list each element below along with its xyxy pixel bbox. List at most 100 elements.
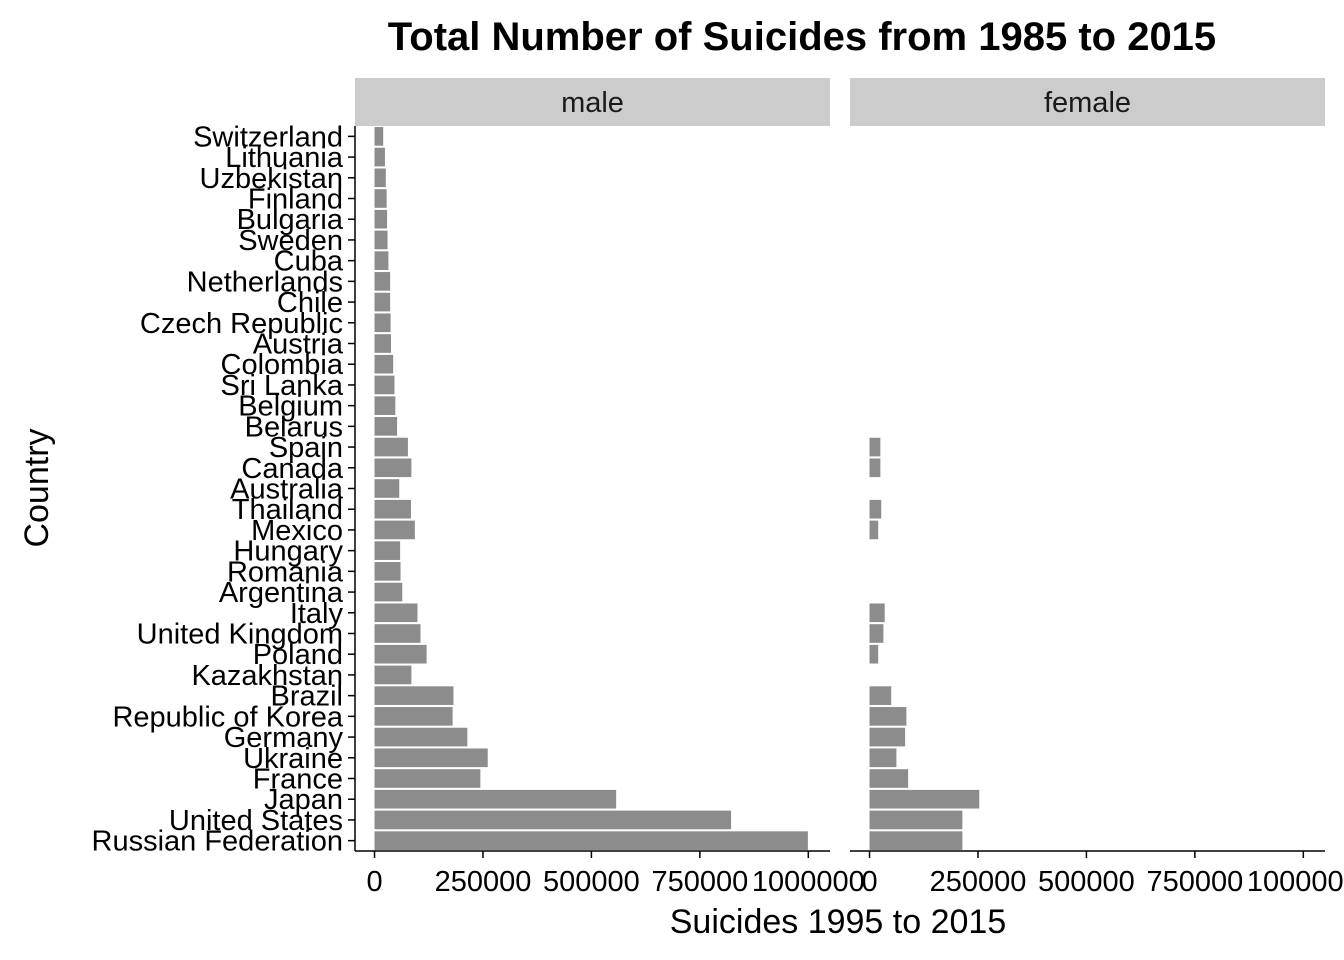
y-tick-label: Finland: [248, 184, 343, 216]
bar-female-republic-of-korea: [869, 707, 907, 726]
bar-male-france: [374, 769, 481, 788]
y-tick-label: Canada: [241, 453, 343, 485]
y-tick-label: Brazil: [270, 681, 343, 713]
facet-strip-label: male: [561, 87, 624, 119]
x-tick-label: 0: [861, 866, 877, 898]
y-tick-label: Belarus: [245, 411, 343, 443]
y-tick-label: Bulgaria: [237, 204, 344, 236]
bar-female-united-kingdom: [869, 624, 884, 643]
y-tick-label: Mexico: [251, 515, 343, 547]
x-tick-label: 250000: [930, 866, 1027, 898]
bar-male-germany: [374, 727, 468, 747]
bar-male-canada: [374, 458, 412, 478]
x-tick-label: 0: [366, 866, 382, 898]
bar-male-hungary: [374, 541, 401, 560]
y-tick-label: Russian Federation: [92, 826, 343, 858]
bar-male-poland: [374, 644, 427, 664]
bar-male-finland: [374, 189, 387, 208]
bar-male-japan: [374, 789, 617, 809]
bar-female-france: [869, 769, 909, 788]
y-tick-label: Poland: [253, 639, 343, 671]
y-tick-label: Republic of Korea: [112, 701, 343, 733]
bar-male-belgium: [374, 396, 396, 415]
x-tick-label: 750000: [651, 866, 748, 898]
bar-male-russian-federation: [374, 831, 808, 850]
facet-strip-male: [355, 78, 830, 126]
bar-male-chile: [374, 292, 391, 312]
y-tick-label: Czech Republic: [140, 308, 343, 340]
y-tick-label: Australia: [230, 474, 344, 506]
x-tick-label: 1000000: [752, 866, 865, 898]
y-tick-label: Japan: [264, 784, 343, 816]
y-axis: SwitzerlandLithuaniaUzbekistanFinlandBul…: [92, 121, 356, 858]
y-tick-label: Netherlands: [187, 266, 343, 298]
bar-male-brazil: [374, 686, 454, 705]
bar-female-germany: [869, 727, 906, 747]
y-tick-label: Kazakhstan: [191, 660, 343, 692]
bar-female-ukraine: [869, 748, 897, 768]
bar-female-japan: [869, 789, 980, 809]
bar-male-spain: [374, 437, 408, 457]
bar-male-united-states: [374, 810, 732, 830]
facet-panel-male: male 0 250000 500000 750000 1000000: [355, 78, 865, 898]
y-tick-label: Sri Lanka: [220, 370, 343, 402]
bar-male-belarus: [374, 417, 398, 436]
bar-male-united-kingdom: [374, 624, 421, 643]
y-tick-label: Lithuania: [225, 142, 344, 174]
x-tick-label: 750000: [1146, 866, 1243, 898]
bar-male-bulgaria: [374, 209, 388, 229]
bar-male-netherlands: [374, 272, 391, 291]
bar-female-united-states: [869, 810, 963, 830]
bar-male-czech-republic: [374, 313, 391, 333]
facet-strip-label: female: [1044, 87, 1131, 119]
y-tick-label: Italy: [290, 598, 344, 630]
bar-male-switzerland: [374, 127, 384, 146]
bar-male-lithuania: [374, 147, 385, 167]
bar-male-romania: [374, 562, 401, 581]
bar-male-italy: [374, 603, 418, 623]
bar-female-mexico: [869, 520, 879, 540]
bar-female-italy: [869, 603, 885, 623]
bar-female-brazil: [869, 686, 892, 705]
bar-male-sri-lanka: [374, 375, 395, 395]
facet-strip-female: [850, 78, 1325, 126]
bar-female-poland: [869, 644, 879, 664]
y-tick-label: Spain: [269, 432, 343, 464]
y-tick-label: Colombia: [221, 349, 344, 381]
y-tick-label: France: [253, 764, 343, 796]
bar-male-ukraine: [374, 748, 488, 768]
bar-male-cuba: [374, 251, 389, 270]
x-tick-label: 500000: [1038, 866, 1135, 898]
y-tick-label: Belgium: [238, 391, 343, 423]
bar-male-thailand: [374, 499, 411, 519]
y-tick-label: Argentina: [219, 577, 344, 609]
y-tick-label: United Kingdom: [137, 619, 343, 651]
y-tick-label: United States: [169, 805, 343, 837]
x-tick-label: 250000: [435, 866, 532, 898]
y-tick-label: Austria: [253, 329, 344, 361]
bar-female-canada: [869, 458, 881, 478]
y-tick-label: Hungary: [233, 536, 343, 568]
x-tick-label: 1000000: [1247, 866, 1344, 898]
bar-male-mexico: [374, 520, 415, 540]
y-tick-label: Sweden: [238, 225, 343, 257]
bar-male-australia: [374, 479, 400, 498]
x-tick-label: 500000: [543, 866, 640, 898]
bar-male-austria: [374, 334, 392, 353]
y-tick-label: Ukraine: [243, 743, 343, 775]
bar-male-sweden: [374, 230, 388, 250]
y-axis-title: Country: [18, 428, 56, 547]
bar-female-thailand: [869, 499, 882, 519]
bar-male-kazakhstan: [374, 665, 412, 685]
y-tick-label: Romania: [227, 556, 344, 588]
bar-male-colombia: [374, 354, 394, 374]
bar-female-russian-federation: [869, 831, 963, 850]
chart-title: Total Number of Suicides from 1985 to 20…: [388, 15, 1216, 59]
y-tick-label: Thailand: [232, 494, 343, 526]
bar-female-spain: [869, 437, 881, 457]
y-tick-label: Cuba: [274, 246, 344, 278]
bar-male-uzbekistan: [374, 168, 386, 188]
y-tick-label: Uzbekistan: [200, 163, 343, 195]
